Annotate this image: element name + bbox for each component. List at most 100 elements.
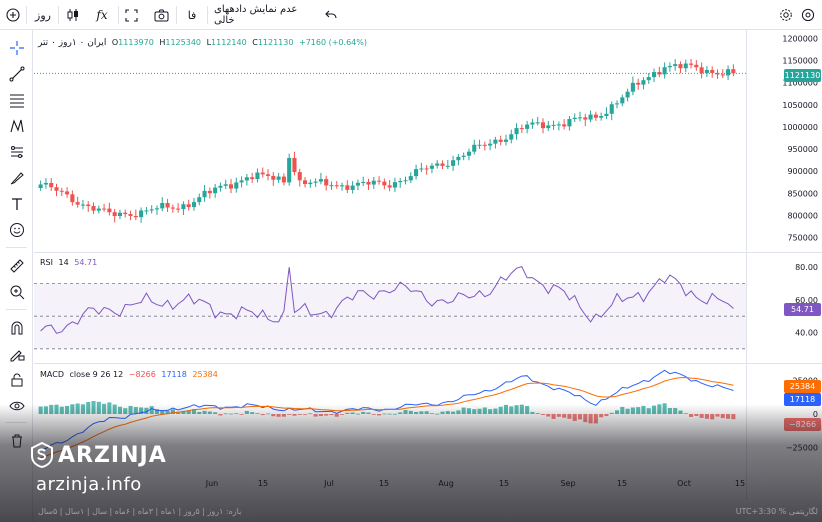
candle-body: [414, 169, 419, 177]
macd-histogram-bar: [250, 412, 255, 414]
screenshot-button[interactable]: [151, 5, 171, 25]
macd-histogram-bar: [662, 403, 667, 414]
ruler-tool[interactable]: [6, 255, 27, 276]
candle-body: [673, 64, 678, 66]
macd-histogram-bar: [715, 414, 720, 417]
rsi-axis-label: 40.00: [795, 329, 818, 338]
range-selector[interactable]: بازه: ۱روز | ۵روز | ۱ماه | ۳ماه | ۶ماه |…: [38, 507, 242, 516]
text-tool[interactable]: [6, 193, 27, 214]
trash-icon: [11, 434, 22, 447]
candle-body: [488, 143, 493, 146]
hide-empty-data-button[interactable]: عدم نمایش دادههای خالی: [214, 4, 298, 26]
macd-histogram-bar: [318, 414, 323, 417]
chart-canvas[interactable]: 1200000 1150000 1100000 1050000 1000000 95000…: [34, 30, 822, 522]
candle-body: [186, 204, 191, 208]
fullscreen-button[interactable]: [122, 5, 140, 25]
forecast-tool[interactable]: [6, 141, 27, 162]
candle-body: [667, 65, 672, 68]
candle-body: [133, 215, 138, 218]
macd-histogram-bar: [673, 407, 678, 414]
candle-body: [726, 69, 731, 76]
rsi-label[interactable]: RSI: [40, 258, 53, 267]
macd-histogram-bar: [255, 413, 260, 415]
open-label: O: [111, 38, 119, 47]
chart-type-button[interactable]: [64, 5, 82, 25]
timeframe-button[interactable]: روز: [35, 8, 51, 22]
remove-drawings-tool[interactable]: [6, 430, 27, 451]
indicators-button[interactable]: فا: [187, 8, 197, 22]
candle-body: [361, 181, 366, 183]
candle-body: [477, 144, 482, 146]
candle-body: [49, 182, 54, 188]
candle-body: [255, 172, 260, 180]
price-axis-label: 1150000: [782, 57, 818, 66]
magnet-tool[interactable]: [6, 317, 27, 338]
fx-button[interactable]: fx: [92, 5, 112, 25]
price-axis-label: 1000000: [782, 123, 818, 132]
candle-body: [641, 80, 646, 85]
macd-histogram-bar: [398, 412, 403, 414]
macd-histogram-bar: [334, 414, 339, 417]
candle-body: [197, 197, 202, 203]
add-symbol-button[interactable]: [4, 5, 22, 25]
scale-options[interactable]: UTC+3:30 % لگاریتمی: [735, 507, 818, 516]
macd-histogram-bar: [213, 412, 218, 414]
candle-body: [577, 117, 583, 119]
undo-button[interactable]: [322, 5, 340, 25]
watermark-brand: ARZINJA: [58, 442, 167, 468]
zoom-tool[interactable]: [6, 281, 27, 302]
candle-body: [355, 182, 360, 186]
candle-body: [392, 182, 397, 188]
candle-body: [128, 214, 133, 216]
candle-body: [593, 114, 598, 118]
candle-body: [38, 184, 43, 189]
time-axis-label: Jun: [205, 479, 219, 488]
candle-body: [223, 184, 228, 186]
emoji-tool[interactable]: [6, 219, 27, 240]
macd-histogram-bar: [562, 414, 567, 418]
macd-histogram-bar: [614, 410, 620, 414]
macd-label[interactable]: MACD: [40, 370, 64, 379]
macd-histogram-bar: [456, 410, 461, 414]
chart-area[interactable]: 1200000 1150000 1100000 1050000 1000000 95000…: [34, 30, 822, 522]
candle-body: [614, 103, 620, 105]
macd-histogram-bar: [689, 414, 694, 417]
candle-body: [181, 204, 186, 210]
pattern-tool[interactable]: [6, 115, 27, 136]
macd-histogram-bar: [694, 414, 699, 416]
macd-histogram-bar: [530, 411, 535, 414]
fib-tool[interactable]: [6, 89, 27, 110]
candle-body: [546, 125, 551, 129]
candle-body: [556, 124, 561, 126]
candle-body: [466, 151, 472, 156]
crosshair-tool[interactable]: [6, 37, 27, 58]
macd-histogram-bar: [234, 413, 239, 415]
macd-histogram-bar: [445, 411, 450, 414]
macd-histogram-bar: [366, 412, 371, 414]
hide-drawings-tool[interactable]: [6, 395, 27, 416]
symbol-title[interactable]: ایران ۰ ۱روز ۰ تتر: [38, 38, 107, 48]
candle-body: [646, 77, 651, 81]
expand-icon: [124, 8, 138, 22]
stay-in-drawing-tool[interactable]: [6, 343, 27, 364]
macd-histogram-bar: [482, 407, 487, 414]
time-axis-label: 15: [499, 479, 509, 488]
trend-line-tool[interactable]: [6, 63, 27, 84]
candle-body: [117, 212, 123, 217]
snapshot-button[interactable]: [800, 5, 816, 25]
macd-histogram-bar: [123, 408, 128, 414]
candle-body: [461, 155, 466, 157]
macd-histogram-bar: [509, 406, 514, 414]
lock-drawings-tool[interactable]: [6, 369, 27, 390]
candle-body: [250, 177, 255, 180]
brush-tool[interactable]: [6, 167, 27, 188]
candle-body: [630, 82, 635, 92]
macd-histogram-bar: [419, 411, 424, 414]
macd-histogram-bar: [498, 406, 503, 414]
macd-signal-tag: 25384: [784, 380, 821, 393]
rsi-axis-label: 80.00: [795, 263, 818, 272]
settings-button[interactable]: [778, 5, 794, 25]
macd-histogram-bar: [387, 413, 392, 415]
macd-histogram-bar: [54, 404, 59, 414]
candle-body: [419, 168, 424, 170]
